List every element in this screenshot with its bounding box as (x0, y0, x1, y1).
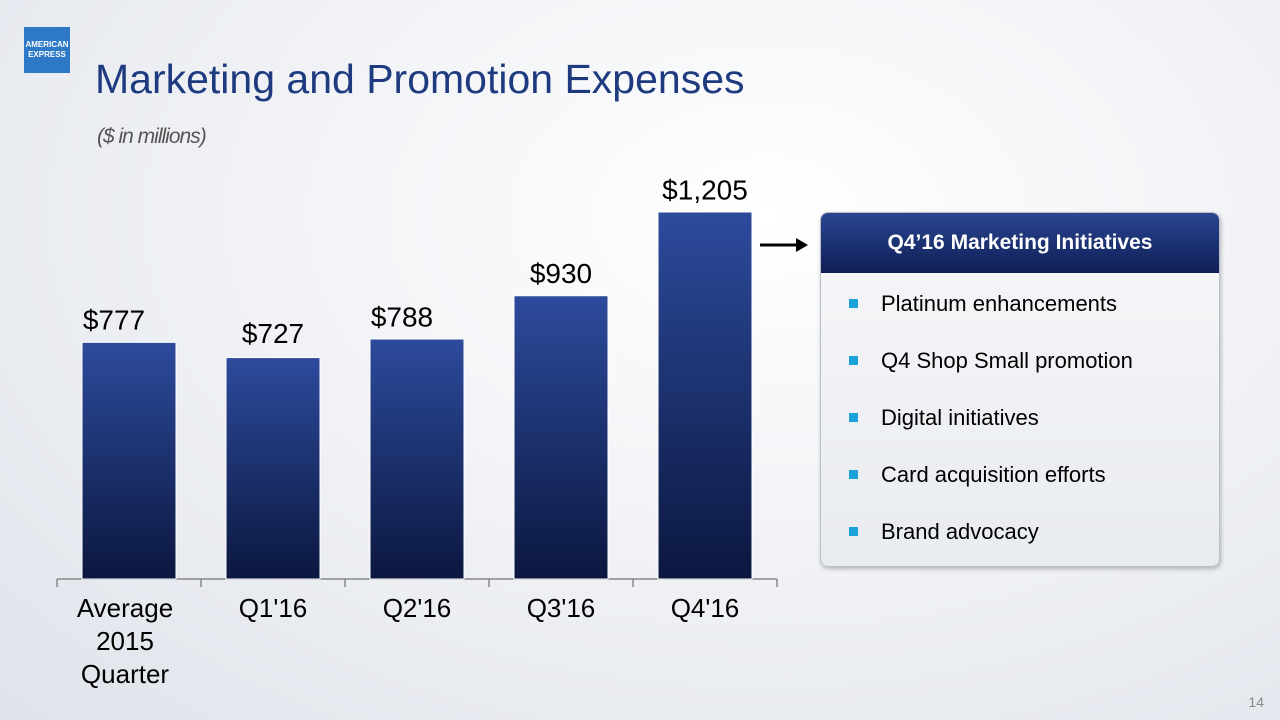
panel-item: Card acquisition efforts (849, 462, 1219, 519)
page-number: 14 (1248, 694, 1264, 710)
initiatives-panel: Q4’16 Marketing Initiatives Platinum enh… (820, 212, 1220, 567)
data-label: $727 (242, 318, 304, 349)
data-label: $777 (83, 305, 145, 336)
title: Marketing and Promotion Expenses (95, 56, 745, 102)
x-tick-label: Q4'16 (670, 593, 740, 623)
arrow-head (796, 238, 808, 252)
bar (657, 211, 753, 580)
panel-list: Platinum enhancements Q4 Shop Small promo… (821, 273, 1219, 566)
panel-item: Platinum enhancements (849, 291, 1219, 348)
panel-item: Digital initiatives (849, 405, 1219, 462)
panel-item: Brand advocacy (849, 519, 1219, 566)
data-label: $1,205 (662, 174, 748, 205)
x-tick-label: Q3'16 (526, 593, 596, 623)
bar (225, 357, 321, 580)
x-tick-label: Q1'16 (238, 593, 308, 623)
bar (369, 338, 465, 580)
x-tick-label: Q2'16 (382, 593, 452, 623)
subtitle: ($ in millions) (97, 125, 207, 148)
logo: AMERICAN EXPRESS (24, 27, 70, 73)
data-label: $788 (371, 301, 433, 332)
x-tick-label: Average 2015 Quarter (76, 593, 174, 689)
bar (513, 295, 609, 580)
bar (81, 341, 177, 580)
data-label: $930 (530, 258, 592, 289)
panel-title: Q4’16 Marketing Initiatives (821, 213, 1219, 273)
panel-item: Q4 Shop Small promotion (849, 348, 1219, 405)
